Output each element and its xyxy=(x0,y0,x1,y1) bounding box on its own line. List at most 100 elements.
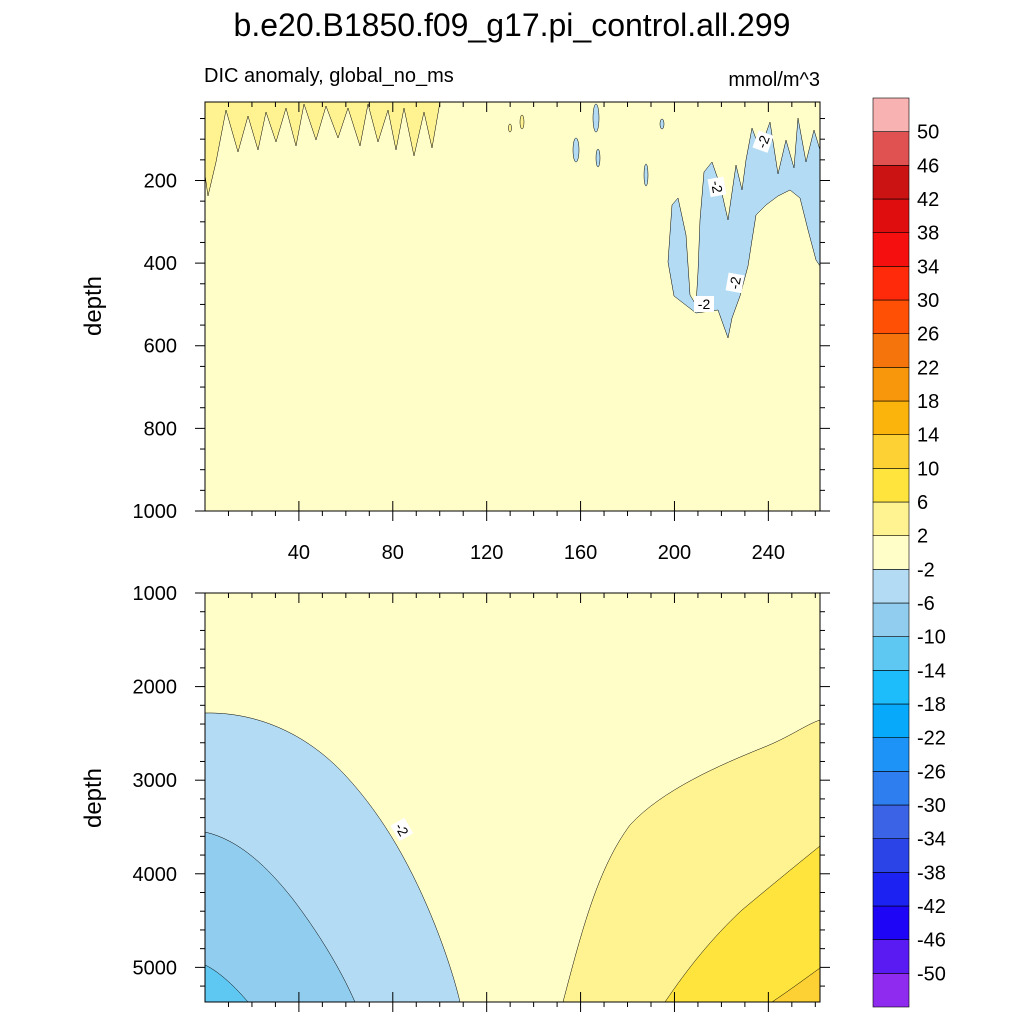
colorbar-label: 10 xyxy=(917,458,939,480)
colorbar-label: -30 xyxy=(917,795,946,817)
colorbar-label: -42 xyxy=(917,896,946,918)
upper-blip-1 xyxy=(572,137,580,163)
colorbar-swatch xyxy=(872,299,910,334)
colorbar-swatch xyxy=(872,97,910,132)
colorbar-swatch xyxy=(872,804,910,839)
upper-xtick-label: 40 xyxy=(288,542,310,564)
colorbar-swatch xyxy=(872,232,910,267)
colorbar-label: 18 xyxy=(917,391,939,413)
lower-contour-label-1: -2 xyxy=(390,817,414,842)
colorbar: -50-46-42-38-34-30-26-22-18-14-10-6-2261… xyxy=(872,97,946,1008)
colorbar-label: -46 xyxy=(917,930,946,952)
colorbar-swatch xyxy=(872,266,910,301)
colorbar-label: 14 xyxy=(917,425,939,447)
colorbar-swatch xyxy=(872,905,910,940)
upper-negative-contour-fill xyxy=(667,117,821,339)
colorbar-label: 22 xyxy=(917,357,939,379)
colorbar-swatch xyxy=(872,872,910,907)
upper-blip-4 xyxy=(643,163,649,187)
colorbar-label: -34 xyxy=(917,829,946,851)
lower-panel: -2 1000 2000 3000 4000 5000 depth xyxy=(80,583,830,1012)
colorbar-swatch xyxy=(872,333,910,368)
colorbar-label: 42 xyxy=(917,189,939,211)
colorbar-label: 2 xyxy=(917,526,928,548)
upper-xtick-label: 200 xyxy=(658,542,691,564)
upper-ytick-label: 600 xyxy=(144,336,177,358)
upper-ytick-label: 1000 xyxy=(133,501,178,523)
colorbar-label: -26 xyxy=(917,761,946,783)
upper-xtick-label: 240 xyxy=(752,542,785,564)
colorbar-swatch xyxy=(872,636,910,671)
upper-ytick-label: 200 xyxy=(144,170,177,192)
colorbar-label: 6 xyxy=(917,492,928,514)
panel-units-label: mmol/m^3 xyxy=(728,69,820,91)
colorbar-swatch xyxy=(872,400,910,435)
colorbar-label: -14 xyxy=(917,660,946,682)
colorbar-label: 38 xyxy=(917,223,939,245)
colorbar-swatch xyxy=(872,367,910,402)
colorbar-swatch xyxy=(872,468,910,503)
colorbar-label: -6 xyxy=(917,593,935,615)
colorbar-swatch xyxy=(872,771,910,806)
upper-ytick-label: 400 xyxy=(144,253,177,275)
upper-blip-6 xyxy=(519,114,525,130)
svg-text:-2: -2 xyxy=(708,179,726,194)
upper-ylabel: depth xyxy=(80,276,107,336)
lower-ytick-label: 5000 xyxy=(133,957,178,979)
upper-xtick-label: 160 xyxy=(564,542,597,564)
upper-panel: -2 -2 -2 -2 40 80 120 160 200 240 200 400 600 800… xyxy=(80,101,830,564)
colorbar-swatch xyxy=(872,198,910,233)
upper-contour-label-2: -2 xyxy=(707,176,727,198)
lower-neg-band-2 xyxy=(204,831,356,1003)
upper-blip-2 xyxy=(592,103,600,133)
colorbar-label: -18 xyxy=(917,694,946,716)
upper-ytick-label: 800 xyxy=(144,418,177,440)
lower-ytick-label: 1000 xyxy=(133,583,178,605)
svg-text:-2: -2 xyxy=(698,296,711,312)
lower-axis-ticks: 1000 2000 3000 4000 5000 xyxy=(133,583,830,1012)
colorbar-swatch xyxy=(872,501,910,536)
colorbar-swatch xyxy=(872,973,910,1008)
upper-blip-3 xyxy=(595,148,601,168)
colorbar-label: 26 xyxy=(917,324,939,346)
colorbar-swatch xyxy=(872,703,910,738)
colorbar-label: -2 xyxy=(917,559,935,581)
colorbar-swatch xyxy=(872,131,910,166)
lower-ytick-label: 3000 xyxy=(133,770,178,792)
upper-blip-5 xyxy=(659,118,665,130)
colorbar-swatch xyxy=(872,434,910,469)
colorbar-swatch xyxy=(872,569,910,604)
upper-contour-label-4: -2 xyxy=(694,296,714,312)
upper-contour-label-1: -2 xyxy=(752,130,774,153)
colorbar-swatch xyxy=(872,737,910,772)
colorbar-swatch xyxy=(872,939,910,974)
colorbar-swatch xyxy=(872,670,910,705)
colorbar-swatch xyxy=(872,838,910,873)
colorbar-label: 46 xyxy=(917,155,939,177)
colorbar-label: 34 xyxy=(917,256,939,278)
lower-ytick-label: 4000 xyxy=(133,864,178,886)
lower-ylabel: depth xyxy=(80,768,107,828)
upper-xtick-label: 120 xyxy=(470,542,503,564)
colorbar-swatch xyxy=(872,535,910,570)
main-title: b.e20.B1850.f09_g17.pi_control.all.299 xyxy=(234,7,791,43)
panel-subtitle-left: DIC anomaly, global_no_ms xyxy=(204,65,454,87)
colorbar-swatch xyxy=(872,602,910,637)
lower-panel-frame xyxy=(204,592,821,1003)
colorbar-label: -22 xyxy=(917,728,946,750)
upper-contour-label-3: -2 xyxy=(725,272,745,294)
colorbar-swatch xyxy=(872,165,910,200)
upper-blip-7 xyxy=(508,123,512,133)
svg-text:-2: -2 xyxy=(753,133,772,150)
colorbar-label: 50 xyxy=(917,122,939,144)
upper-positive-contour-fill xyxy=(204,101,441,197)
upper-panel-frame xyxy=(204,101,821,512)
colorbar-label: -10 xyxy=(917,627,946,649)
colorbar-label: -50 xyxy=(917,963,946,985)
svg-text:-2: -2 xyxy=(726,275,744,290)
lower-pos-band-2 xyxy=(664,845,821,1003)
lower-ytick-label: 2000 xyxy=(133,677,178,699)
upper-xtick-label: 80 xyxy=(382,542,404,564)
colorbar-label: -38 xyxy=(917,862,946,884)
